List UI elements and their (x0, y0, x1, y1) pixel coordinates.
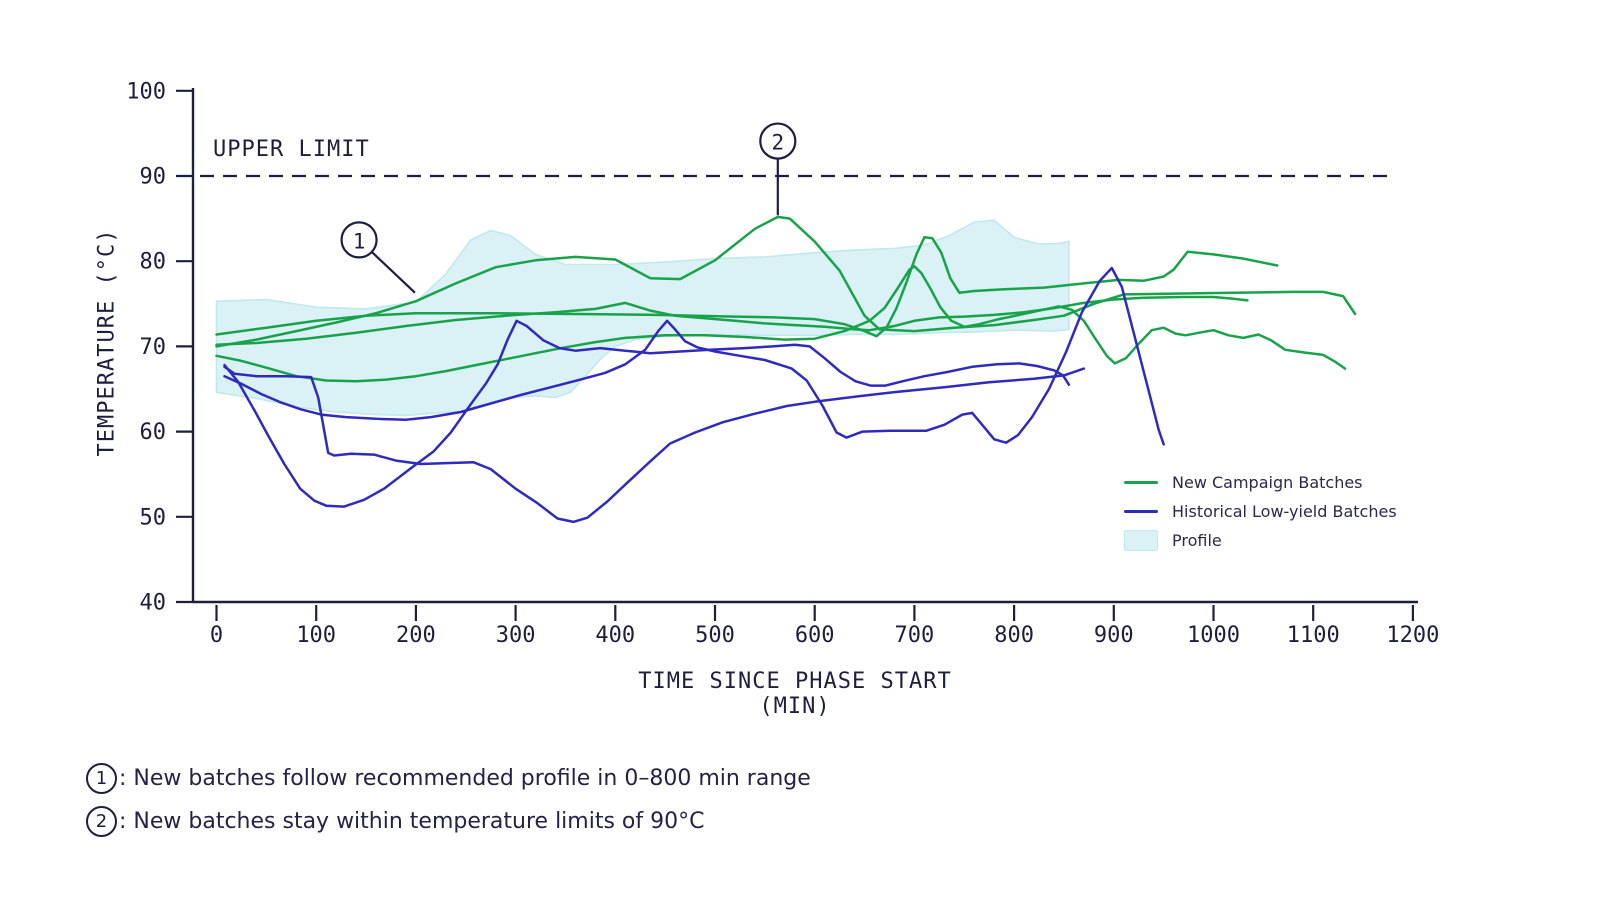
footnote-1-circled-number: 1 (86, 762, 117, 794)
y-tick-label: 40 (140, 591, 167, 616)
legend-item-new-batches: New Campaign Batches (1124, 471, 1397, 493)
new-campaign-batch-line (215, 295, 1249, 346)
footnote-2-circled-number: 2 (86, 805, 117, 837)
new-campaign-batch-line (215, 265, 1347, 383)
legend-label: Historical Low-yield Batches (1172, 501, 1397, 521)
y-axis-title: TEMPERATURE (°C) (94, 228, 120, 457)
legend-label: New Campaign Batches (1172, 472, 1363, 492)
annotation-circle-2 (759, 122, 797, 160)
legend-item-historical-batches: Historical Low-yield Batches (1124, 500, 1397, 522)
x-tick-label: 100 (296, 623, 336, 648)
y-tick-label: 70 (140, 335, 167, 360)
x-tick-label: 800 (994, 623, 1034, 648)
legend-label: Profile (1172, 530, 1222, 550)
new-campaign-batch-line (215, 215, 1357, 348)
y-tick-label: 60 (140, 420, 167, 445)
footnote-1-text: : New batches follow recommended profile… (119, 765, 811, 791)
x-tick-label: 600 (795, 623, 835, 648)
y-tick-label: 100 (126, 79, 166, 104)
x-tick-label: 500 (695, 623, 735, 648)
legend-item-profile: Profile (1124, 529, 1397, 551)
historical-batch-line (223, 319, 1071, 508)
footnote-2-text: : New batches stay within temperature li… (119, 808, 705, 834)
x-tick-label: 0 (210, 623, 223, 648)
legend: New Campaign Batches Historical Low-yiel… (1124, 471, 1397, 551)
historical-batches-line-swatch (1124, 509, 1158, 513)
annotation-number-2: 2 (771, 131, 784, 155)
annotation-circle-1 (340, 221, 378, 259)
x-tick-label: 900 (1094, 623, 1134, 648)
x-tick-label: 1000 (1187, 623, 1240, 648)
y-tick-label: 80 (140, 250, 167, 275)
footnote-2: 2 : New batches stay within temperature … (86, 805, 811, 837)
x-tick-label: 1200 (1386, 623, 1439, 648)
footnote-1: 1 : New batches follow recommended profi… (86, 762, 811, 794)
new-batches-line-swatch (1124, 480, 1158, 484)
historical-batch-line (223, 365, 1086, 524)
x-tick-label: 1100 (1287, 623, 1340, 648)
x-axis-title: TIME SINCE PHASE START (MIN) (638, 669, 952, 719)
y-tick-label: 50 (140, 505, 167, 530)
footnotes: 1 : New batches follow recommended profi… (86, 762, 811, 837)
x-tick-label: 700 (895, 623, 935, 648)
y-tick-label: 90 (140, 165, 167, 190)
x-tick-label: 200 (396, 623, 436, 648)
x-tick-label: 400 (595, 623, 635, 648)
x-tick-label: 300 (496, 623, 536, 648)
profile-band-swatch (1124, 529, 1158, 551)
historical-batch-line (223, 266, 1165, 446)
annotation-number-1: 1 (353, 229, 366, 253)
annotation-leader-line (371, 251, 416, 294)
upper-limit-label: UPPER LIMIT (213, 137, 370, 162)
